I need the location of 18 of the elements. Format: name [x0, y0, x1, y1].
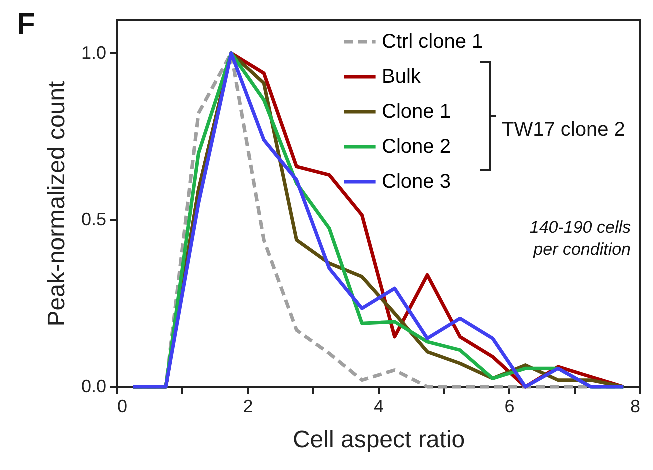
x-tick-label: 6: [504, 396, 515, 416]
legend-label: Clone 3: [382, 171, 451, 193]
x-axis-title: Cell aspect ratio: [292, 426, 466, 454]
x-tick-label: 8: [630, 396, 640, 416]
y-tick-label: 0.5: [81, 210, 106, 230]
x-tick-label: 2: [243, 396, 254, 416]
legend-label: Clone 2: [382, 136, 451, 158]
legend-label: Clone 1: [382, 101, 451, 123]
legend-label: Ctrl clone 1: [382, 31, 484, 53]
y-axis-title: Peak-normalized count: [43, 80, 70, 327]
x-tick-label: 4: [374, 396, 384, 416]
annotation: 140-190 cells per condition: [530, 218, 632, 260]
legend-label: Bulk: [382, 66, 422, 88]
annotation: TW17 clone 2: [502, 119, 626, 141]
text: F: [17, 8, 36, 41]
x-tick-label: 0: [118, 396, 128, 416]
y-tick-label: 0.0: [81, 376, 106, 396]
y-tick-label: 1.0: [81, 42, 106, 63]
